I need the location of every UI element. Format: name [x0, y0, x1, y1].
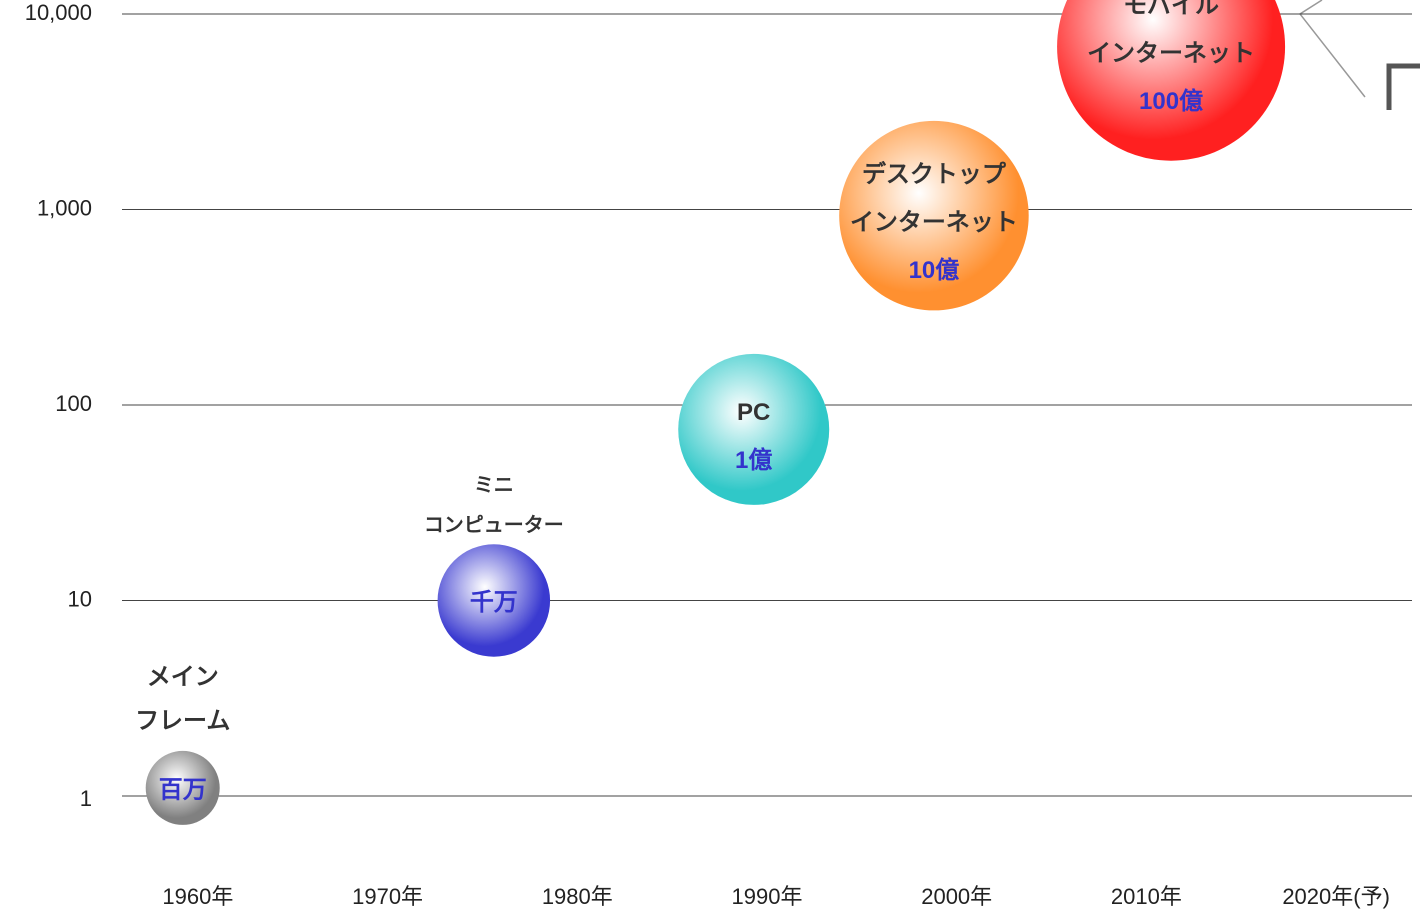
- bubble-name: フレーム: [135, 707, 230, 734]
- size-label: 千万: [470, 589, 518, 616]
- x-tick-label: 1970年: [352, 884, 423, 909]
- bubble-name: コンピューター: [424, 514, 564, 537]
- y-tick-label: 10: [68, 586, 92, 611]
- bubble: [437, 544, 551, 657]
- bubble-name: メイン: [147, 663, 219, 690]
- size-label: 10億: [909, 256, 960, 284]
- bubble-name: デスクトップ: [862, 160, 1007, 188]
- bubble-name: インターネット: [850, 209, 1018, 236]
- bubble-name: インターネット: [1087, 40, 1255, 67]
- bubble: [1057, 0, 1286, 161]
- bubble: [678, 353, 830, 505]
- size-label: 1億: [735, 446, 772, 474]
- x-tick-label: 1960年: [162, 884, 233, 909]
- y-tick-label: 1: [80, 786, 92, 811]
- y-tick-label: 10,000: [25, 0, 92, 25]
- bubble: [145, 750, 220, 825]
- x-tick-label: 2010年: [1111, 884, 1182, 909]
- bubble: [839, 120, 1029, 311]
- bubble-name: ミニ: [474, 475, 514, 497]
- x-tick-label: 2020年(予): [1282, 884, 1390, 909]
- x-tick-label: 2000年: [921, 884, 992, 909]
- y-tick-label: 1,000: [37, 195, 92, 220]
- size-label: 百万: [159, 776, 207, 803]
- bubble-name: モバイル: [1123, 0, 1219, 19]
- callout-corner: [1386, 63, 1420, 110]
- y-tick-label: 100: [55, 391, 92, 416]
- size-label: 100億: [1139, 87, 1203, 115]
- x-tick-label: 1990年: [732, 884, 803, 909]
- x-tick-label: 1980年: [542, 884, 613, 909]
- callout: [1298, 0, 1366, 98]
- bubble-name: PC: [737, 399, 770, 426]
